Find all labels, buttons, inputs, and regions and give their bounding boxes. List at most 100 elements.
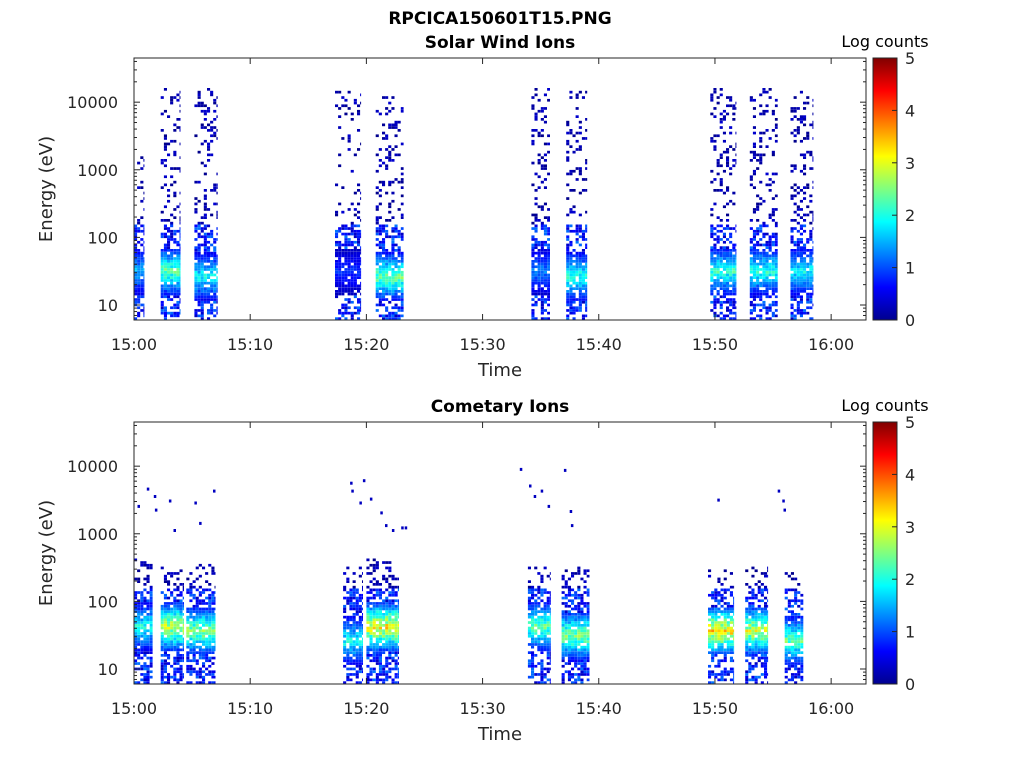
heatmap-cell bbox=[213, 295, 217, 299]
heatmap-cell bbox=[806, 298, 810, 301]
heatmap-cell bbox=[540, 118, 544, 121]
heatmap-cell bbox=[537, 175, 541, 179]
heatmap-cell bbox=[400, 306, 404, 310]
heatmap-cell bbox=[200, 123, 204, 127]
heatmap-cell bbox=[352, 580, 356, 583]
heatmap-cell bbox=[211, 591, 215, 594]
heatmap-cell bbox=[790, 664, 794, 668]
heatmap-cell bbox=[170, 276, 174, 279]
heatmap-cell bbox=[713, 178, 717, 181]
heatmap-cell bbox=[726, 651, 730, 654]
heatmap-cell bbox=[388, 675, 392, 679]
heatmap-cell bbox=[372, 621, 376, 624]
heatmap-cell bbox=[547, 98, 550, 102]
heatmap-cell bbox=[366, 675, 370, 679]
heatmap-cell bbox=[394, 270, 398, 274]
heatmap-cell bbox=[179, 219, 181, 222]
heatmap-cell bbox=[350, 279, 354, 282]
heatmap-cell bbox=[574, 621, 578, 624]
heatmap-cell bbox=[347, 279, 351, 282]
heatmap-cell bbox=[585, 268, 588, 271]
heatmap-cell bbox=[714, 634, 718, 638]
heatmap-cell bbox=[732, 260, 736, 263]
heatmap-cell bbox=[745, 643, 749, 646]
heatmap-cell bbox=[759, 112, 763, 116]
heatmap-cell bbox=[140, 156, 144, 159]
heatmap-cell bbox=[575, 309, 579, 312]
heatmap-cell bbox=[388, 145, 392, 148]
heatmap-cell bbox=[713, 88, 717, 91]
heatmap-cell bbox=[726, 615, 730, 619]
heatmap-cell bbox=[391, 148, 395, 151]
heatmap-cell bbox=[764, 574, 768, 578]
heatmap-cell bbox=[717, 626, 721, 630]
heatmap-cell bbox=[176, 240, 180, 244]
heatmap-cell bbox=[198, 591, 202, 594]
heatmap-cell bbox=[202, 629, 206, 633]
heatmap-cell bbox=[203, 265, 207, 269]
heatmap-cell bbox=[385, 281, 389, 285]
heatmap-cell bbox=[397, 251, 401, 255]
heatmap-cell bbox=[355, 591, 359, 594]
heatmap-cell bbox=[208, 645, 212, 649]
heatmap-cell bbox=[207, 249, 211, 252]
heatmap-cell bbox=[149, 637, 153, 641]
heatmap-cell bbox=[146, 670, 150, 674]
heatmap-cell bbox=[140, 224, 144, 228]
colorbar-title: Log counts bbox=[841, 32, 928, 51]
heatmap-cell bbox=[537, 610, 541, 613]
heatmap-cell bbox=[567, 626, 571, 630]
heatmap-cell bbox=[385, 566, 389, 570]
heatmap-cell bbox=[549, 651, 551, 654]
heatmap-cell bbox=[708, 634, 712, 638]
heatmap-cell bbox=[195, 577, 199, 581]
heatmap-cell bbox=[754, 629, 758, 633]
heatmap-cell bbox=[378, 624, 382, 627]
heatmap-cell bbox=[716, 279, 720, 282]
heatmap-cell bbox=[726, 268, 730, 271]
heatmap-cell bbox=[143, 634, 147, 638]
heatmap-cell bbox=[537, 602, 541, 605]
heatmap-cell bbox=[799, 279, 803, 282]
heatmap-cell bbox=[369, 563, 373, 567]
heatmap-cell bbox=[774, 303, 778, 307]
heatmap-cell bbox=[586, 637, 590, 641]
heatmap-cell bbox=[208, 618, 212, 622]
heatmap-cell bbox=[723, 613, 727, 616]
heatmap-cell bbox=[719, 311, 723, 315]
heatmap-cell bbox=[809, 317, 813, 320]
heatmap-cell bbox=[388, 260, 392, 263]
heatmap-cell bbox=[771, 235, 775, 239]
heatmap-cell bbox=[586, 632, 590, 635]
heatmap-cell bbox=[375, 654, 379, 657]
heatmap-cell bbox=[794, 577, 798, 581]
heatmap-cell bbox=[784, 681, 788, 684]
heatmap-cell bbox=[197, 281, 201, 285]
heatmap-cell bbox=[385, 164, 389, 168]
heatmap-cell bbox=[735, 262, 737, 266]
heatmap-cell bbox=[391, 229, 395, 233]
heatmap-cell bbox=[531, 602, 535, 605]
heatmap-cell bbox=[211, 572, 215, 575]
heatmap-cell bbox=[378, 251, 382, 255]
heatmap-cell bbox=[347, 270, 351, 274]
heatmap-cell bbox=[726, 249, 730, 252]
heatmap-cell bbox=[391, 593, 395, 597]
heatmap-cell bbox=[372, 610, 376, 613]
heatmap-cell bbox=[388, 276, 392, 279]
heatmap-cell bbox=[713, 249, 717, 252]
heatmap-cell bbox=[163, 637, 167, 641]
heatmap-cell bbox=[335, 90, 339, 94]
heatmap-cell bbox=[362, 615, 363, 619]
heatmap-cell bbox=[375, 675, 379, 679]
heatmap-cell bbox=[578, 131, 582, 135]
heatmap-cell bbox=[534, 613, 538, 616]
heatmap-cell bbox=[796, 191, 800, 195]
heatmap-cell bbox=[531, 615, 535, 619]
heatmap-cell bbox=[717, 651, 721, 654]
heatmap-cell bbox=[806, 249, 810, 252]
heatmap-cell bbox=[566, 229, 570, 233]
heatmap-cell bbox=[341, 186, 345, 189]
heatmap-cell bbox=[173, 129, 177, 132]
heatmap-cell bbox=[726, 270, 730, 274]
